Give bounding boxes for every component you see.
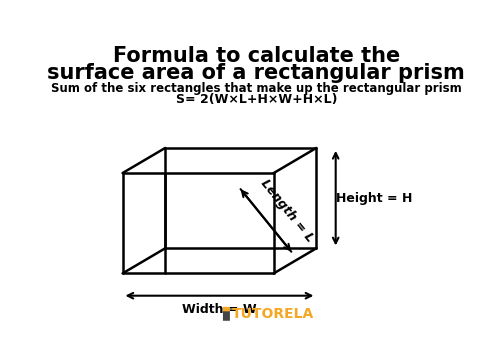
Text: TUTORELA: TUTORELA [232,307,314,321]
Text: surface area of a rectangular prism: surface area of a rectangular prism [48,63,465,83]
Text: S= 2(W×L+H×W+H×L): S= 2(W×L+H×W+H×L) [176,93,337,106]
Text: Height = H: Height = H [336,191,412,205]
FancyBboxPatch shape [223,307,230,311]
FancyBboxPatch shape [223,310,230,321]
Text: Sum of the six rectangles that make up the rectangular prism: Sum of the six rectangles that make up t… [51,83,462,95]
Text: Width = W: Width = W [182,303,257,316]
Text: Length = L: Length = L [258,177,316,245]
Text: Formula to calculate the: Formula to calculate the [112,46,400,66]
